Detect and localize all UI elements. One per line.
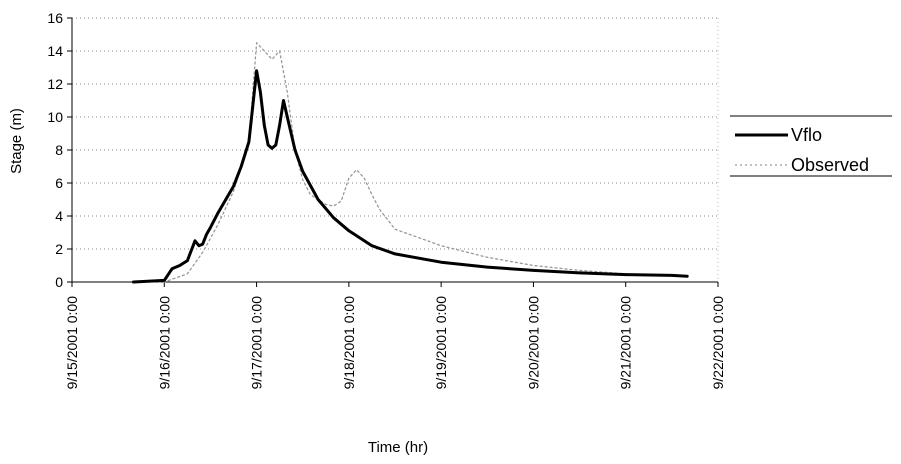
x-tick-label-6: 9/21/2001 0:00 [618, 296, 634, 390]
legend-box [730, 116, 892, 176]
y-axis-title: Stage (m) [8, 108, 25, 174]
y-tick-label-8: 16 [47, 10, 63, 26]
series-lines [132, 42, 689, 284]
x-tick-label-7: 9/22/2001 0:00 [710, 296, 726, 390]
y-tick-label-1: 2 [55, 241, 63, 257]
legend: Vflo Observed [730, 115, 892, 177]
y-tick-label-2: 4 [55, 208, 63, 224]
x-axis-title: Time (hr) [368, 439, 428, 456]
y-tick-label-3: 6 [55, 175, 63, 191]
legend-label-vflo: Vflo [791, 125, 822, 145]
x-tick-label-2: 9/17/2001 0:00 [249, 296, 265, 390]
gridlines [72, 17, 719, 282]
y-tick-label-0: 0 [55, 274, 63, 290]
tick-labels: 0 2 4 6 8 10 12 14 16 9/15/2001 0:00 9/16/2001 0:0… [47, 10, 726, 389]
y-tick-label-6: 12 [47, 76, 63, 92]
y-tick-label-7: 14 [47, 43, 63, 59]
legend-label-observed: Observed [791, 155, 869, 175]
x-tick-label-3: 9/18/2001 0:00 [341, 296, 357, 390]
x-tick-label-0: 9/15/2001 0:00 [64, 296, 80, 390]
y-tick-label-4: 8 [55, 142, 63, 158]
x-tick-label-5: 9/20/2001 0:00 [525, 296, 541, 390]
x-tick-label-4: 9/19/2001 0:00 [433, 296, 449, 390]
series-line-observed [132, 42, 627, 283]
y-tick-label-5: 10 [47, 109, 63, 125]
x-tick-label-1: 9/16/2001 0:00 [156, 296, 172, 390]
axes [67, 17, 719, 287]
series-line-vflo [132, 69, 689, 284]
